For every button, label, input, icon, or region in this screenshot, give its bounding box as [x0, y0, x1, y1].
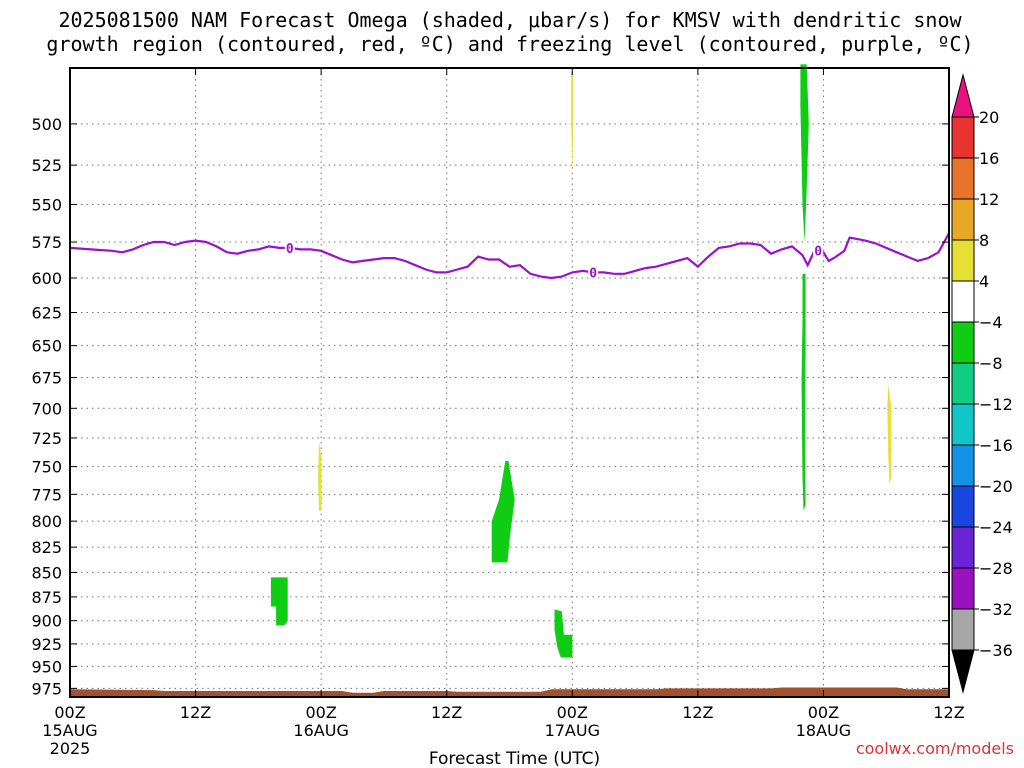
y-tick-label: 925	[31, 635, 62, 654]
y-tick-label: 600	[31, 269, 62, 288]
y-tick-label: 775	[31, 485, 62, 504]
y-tick-label: 825	[31, 538, 62, 557]
y-tick-label: 750	[31, 458, 62, 477]
x-tick-label: 18AUG	[796, 721, 851, 740]
colorbar-label: −12	[979, 395, 1013, 414]
freezing-label-bg	[284, 239, 295, 255]
y-tick-label: 500	[31, 115, 62, 134]
colorbar-bin	[951, 649, 975, 694]
colorbar-label: −24	[979, 518, 1013, 537]
omega-region	[318, 441, 322, 511]
y-tick-label: 900	[31, 612, 62, 631]
colorbar-label: −16	[979, 436, 1013, 455]
colorbar-bin	[951, 280, 975, 323]
x-tick-label: 12Z	[933, 703, 964, 722]
freezing-label-bg	[813, 242, 824, 258]
omega-shading	[270, 64, 892, 658]
y-tick-label: 700	[31, 399, 62, 418]
x-tick-label: 16AUG	[293, 721, 348, 740]
freezing-level-label: 0	[286, 242, 294, 257]
x-tick-label: 12Z	[431, 703, 462, 722]
freezing-level-label: 0	[589, 266, 597, 281]
omega-region	[887, 383, 892, 484]
colorbar-bin	[951, 403, 975, 446]
omega-region	[491, 461, 515, 563]
colorbar-label: −4	[979, 313, 1003, 332]
colorbar-label: 12	[979, 190, 999, 209]
colorbar-label: 8	[979, 231, 989, 250]
x-tick-label: 00Z	[305, 703, 336, 722]
colorbar-bin	[951, 485, 975, 528]
y-tick-label: 975	[31, 679, 62, 698]
x-tick-label: 15AUG	[42, 721, 97, 740]
y-tick-label: 725	[31, 429, 62, 448]
x-tick-label: 00Z	[808, 703, 839, 722]
colorbar-bin	[951, 116, 975, 159]
colorbar-bin	[951, 362, 975, 405]
freezing-label-bg	[588, 264, 599, 280]
grid	[70, 68, 949, 697]
x-tick-label: 00Z	[557, 703, 588, 722]
colorbar-bin	[951, 321, 975, 364]
y-axis: 500 525 550 575 600 625 650 675 700 725 750 775 800 8…	[31, 115, 949, 698]
y-tick-label: 950	[31, 657, 62, 676]
colorbar-label: −32	[979, 600, 1013, 619]
y-tick-label: 550	[31, 195, 62, 214]
colorbar-label: −8	[979, 354, 1003, 373]
freezing-level-label: 0	[814, 244, 822, 259]
colorbar-label: −28	[979, 559, 1013, 578]
colorbar-bin	[951, 157, 975, 200]
omega-region	[571, 71, 574, 174]
source-watermark: coolwx.com/models	[855, 739, 1014, 758]
colorbar-label: 20	[979, 108, 999, 127]
colorbar-bin	[951, 239, 975, 282]
y-tick-label: 850	[31, 563, 62, 582]
x-tick-label: 12Z	[682, 703, 713, 722]
x-tick-label: 12Z	[180, 703, 211, 722]
omega-region	[554, 609, 573, 658]
y-tick-label: 525	[31, 156, 62, 175]
y-tick-label: 625	[31, 304, 62, 323]
x-tick-label: 00Z	[54, 703, 85, 722]
colorbar-label: 4	[979, 272, 989, 291]
colorbar-label: −20	[979, 477, 1013, 496]
y-tick-label: 800	[31, 512, 62, 531]
y-tick-label: 675	[31, 369, 62, 388]
terrain-fill	[70, 687, 949, 697]
omega-region	[270, 577, 288, 626]
plot-frame	[69, 67, 950, 698]
x-tick-label: 17AUG	[545, 721, 600, 740]
omega-region	[801, 273, 806, 511]
colorbar-bin	[951, 567, 975, 610]
y-tick-label: 575	[31, 233, 62, 252]
y-tick-label: 650	[31, 337, 62, 356]
colorbar-label: 16	[979, 149, 999, 168]
x-tick-label: 2025	[50, 739, 91, 758]
terrain-layer	[70, 687, 949, 697]
y-tick-label: 875	[31, 588, 62, 607]
omega-region	[800, 64, 809, 243]
x-axis-label: Forecast Time (UTC)	[429, 749, 600, 768]
colorbar-bin	[951, 73, 975, 118]
colorbar-bin	[951, 444, 975, 487]
colorbar-label: −36	[979, 641, 1013, 660]
freezing-level: 0 0 0	[69, 232, 950, 281]
colorbar-bin	[951, 608, 975, 651]
colorbar: 20 16 12 8 4 −4 −8 −12 −16 −20 −24 −28 −32 −36	[951, 73, 1013, 694]
colorbar-bin	[951, 526, 975, 569]
colorbar-bin	[951, 198, 975, 241]
chart-title: 2025081500 NAM Forecast Omega (shaded, μ…	[46, 8, 974, 56]
